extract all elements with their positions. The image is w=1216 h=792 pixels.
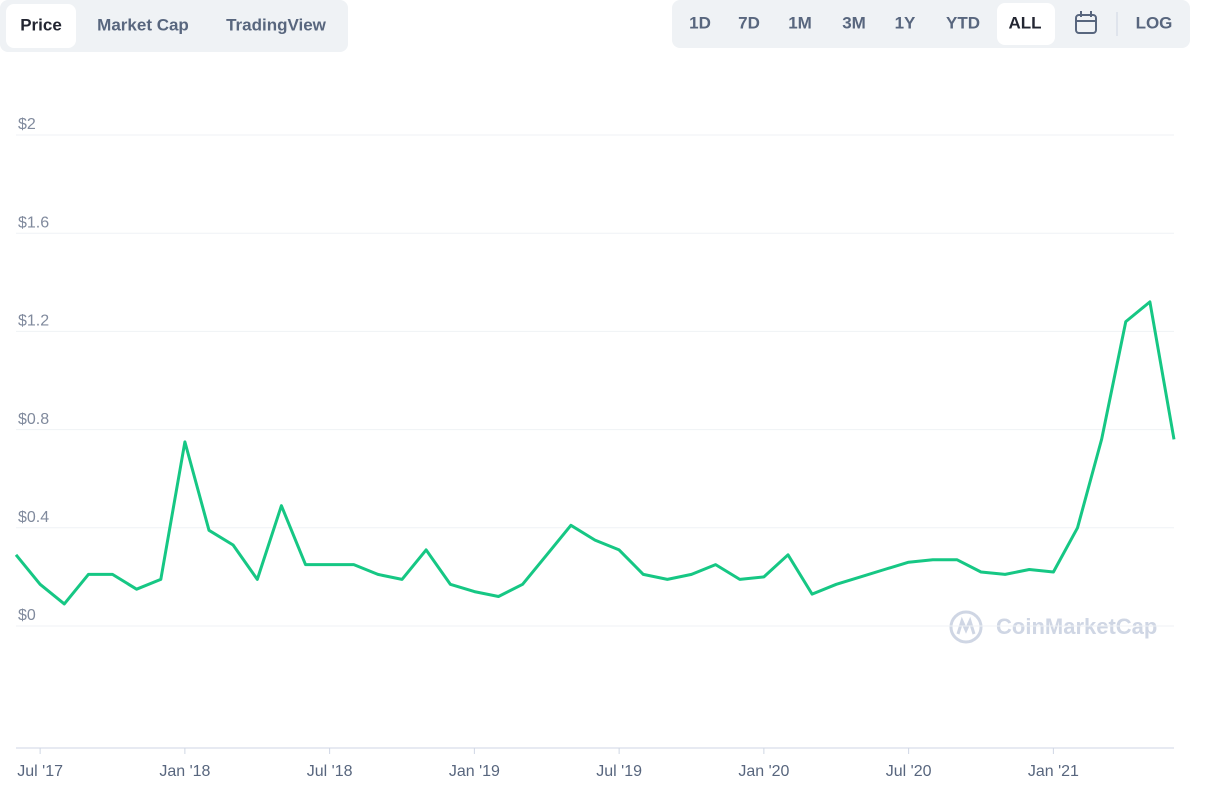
x-tick-label: Jan '19 xyxy=(449,763,500,780)
x-tick-label: Jul '19 xyxy=(596,763,642,780)
x-tick-label: Jul '17 xyxy=(17,763,63,780)
y-tick-label: $0 xyxy=(18,607,36,624)
y-tick-label: $0.8 xyxy=(18,411,49,428)
range-button[interactable]: 1Y xyxy=(895,13,916,32)
y-tick-label: $2 xyxy=(18,116,36,133)
y-tick-label: $1.2 xyxy=(18,313,49,330)
x-tick-label: Jan '21 xyxy=(1028,763,1079,780)
range-button[interactable]: LOG xyxy=(1136,13,1173,32)
range-button[interactable]: YTD xyxy=(946,13,980,32)
price-line xyxy=(14,300,1176,606)
y-tick-label: $1.6 xyxy=(18,214,49,231)
range-button[interactable]: 3M xyxy=(842,13,866,32)
x-tick-label: Jul '20 xyxy=(886,763,932,780)
range-button[interactable]: 7D xyxy=(738,13,760,32)
tab[interactable]: TradingView xyxy=(226,15,327,34)
x-tick-label: Jul '18 xyxy=(307,763,353,780)
y-tick-label: $0.4 xyxy=(18,509,49,526)
range-group xyxy=(672,0,1190,48)
calendar-icon[interactable] xyxy=(1075,11,1097,34)
tab[interactable]: Market Cap xyxy=(97,15,189,34)
tab-group xyxy=(0,0,348,52)
range-button[interactable]: 1M xyxy=(788,13,812,32)
tab[interactable]: Price xyxy=(20,15,62,34)
range-button[interactable]: ALL xyxy=(1008,13,1041,32)
x-tick-label: Jan '20 xyxy=(738,763,789,780)
active-tab xyxy=(6,4,76,48)
x-tick-label: Jan '18 xyxy=(159,763,210,780)
watermark-logo xyxy=(949,610,983,644)
active-range xyxy=(997,3,1055,45)
range-button[interactable]: 1D xyxy=(689,13,711,32)
